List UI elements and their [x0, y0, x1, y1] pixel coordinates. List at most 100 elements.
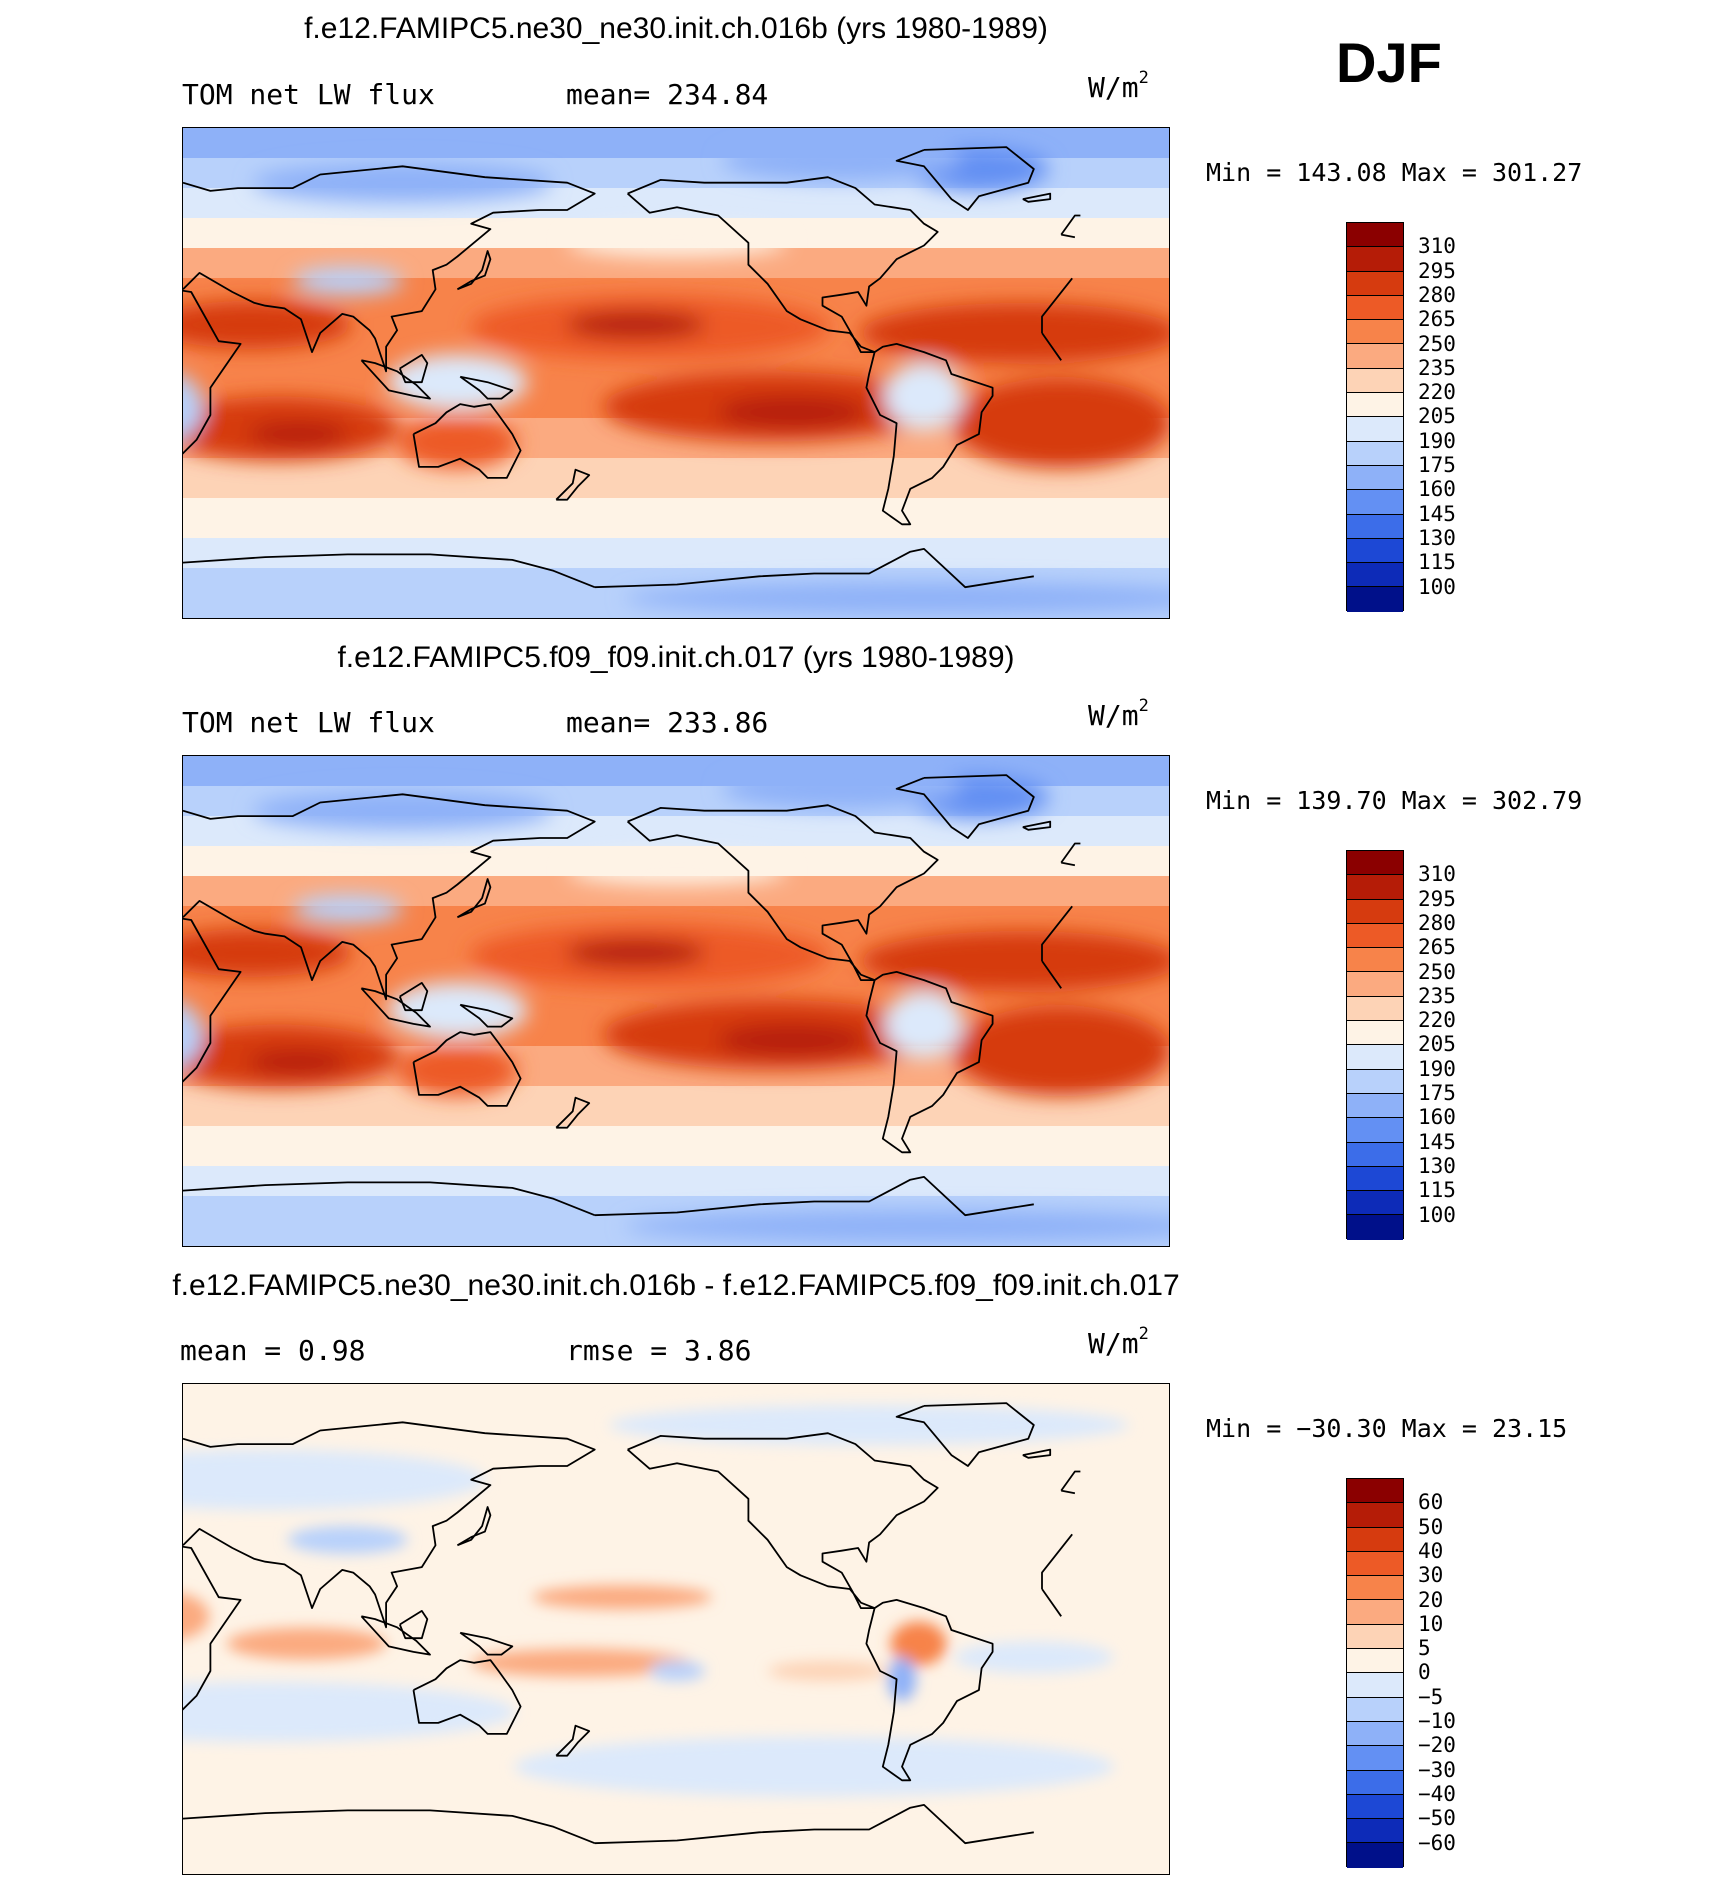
colorbar-swatch	[1347, 1697, 1403, 1722]
colorbar-swatch	[1347, 1600, 1403, 1625]
colorbar-tick-label: 160	[1418, 1105, 1456, 1130]
colorbar-tick-label: 5	[1418, 1636, 1431, 1661]
south-atlantic-warm	[951, 1006, 1169, 1097]
colorbar-tick-label: 250	[1418, 959, 1456, 984]
coastline	[627, 176, 939, 353]
coastline	[459, 1631, 514, 1656]
australia-warm	[397, 1044, 518, 1097]
arctic-cold	[721, 140, 962, 181]
colorbar-tick-label: 145	[1418, 501, 1456, 526]
coastline	[459, 1003, 514, 1028]
colorbar-tick-label: 250	[1418, 331, 1456, 356]
colorbar-tick-label: 100	[1418, 574, 1456, 599]
se-pacific-core	[717, 396, 868, 429]
field-band	[183, 498, 1169, 538]
nepac-cool	[567, 856, 787, 885]
colorbar-tick-label: 175	[1418, 1081, 1456, 1105]
cool-tibet	[287, 1525, 408, 1554]
colorbar-2	[1346, 850, 1404, 1240]
panel-diff-units: W/m2	[1088, 1324, 1149, 1360]
coastline	[398, 354, 429, 384]
colorbar-tick-label: 265	[1418, 935, 1456, 960]
warm-pacific	[532, 1585, 713, 1610]
colorbar-swatch	[1347, 1721, 1403, 1747]
cool-arctic	[609, 1405, 1130, 1445]
colorbar-swatch	[1347, 899, 1403, 924]
colorbar-swatch	[1347, 1794, 1403, 1820]
map-panel-diff-svg	[183, 1384, 1169, 1874]
colorbar-tick-label: −20	[1418, 1733, 1456, 1758]
map-panel-2-svg	[183, 756, 1169, 1246]
coastline	[1022, 192, 1052, 203]
colorbar-swatch	[1347, 1819, 1403, 1844]
coastline	[398, 1610, 429, 1640]
arabian-warm	[183, 300, 352, 349]
coastline	[183, 793, 596, 1001]
colorbar-tick-label: 190	[1418, 428, 1456, 453]
siberia-cold	[252, 790, 553, 831]
colorbar-tick-label: 130	[1418, 1153, 1456, 1178]
colorbar-swatch	[1347, 465, 1403, 491]
coastline	[412, 1659, 522, 1735]
panel-diff-rmse-label: rmse = 3.86	[566, 1334, 752, 1367]
colorbar-tick-label: 310	[1418, 234, 1456, 259]
panel-diff-units-exp: 2	[1138, 1324, 1149, 1344]
coastline	[183, 165, 596, 373]
se-pacific-core	[717, 1024, 868, 1057]
panel-2-minmax: Min = 139.70 Max = 302.79	[1206, 786, 1583, 815]
colorbar-swatch	[1347, 295, 1403, 321]
colorbar-swatch	[1347, 1142, 1403, 1167]
field-band	[183, 1166, 1169, 1196]
panel-2-variable-label: TOM net LW flux	[182, 706, 435, 739]
coastline	[412, 403, 522, 479]
colorbar-tick-label: 145	[1418, 1129, 1456, 1154]
panel-1-variable-label: TOM net LW flux	[182, 78, 435, 111]
colorbar-swatch	[1347, 1770, 1403, 1795]
coastline	[183, 1421, 596, 1629]
coastline	[1022, 1448, 1052, 1459]
panel-2-mean-label: mean= 233.86	[566, 706, 769, 739]
colorbar-swatch	[1347, 271, 1403, 296]
colorbar-swatch	[1347, 1093, 1403, 1119]
colorbar-tick-label: 190	[1418, 1056, 1456, 1081]
colorbar-tick-label: 130	[1418, 525, 1456, 550]
africa-cold	[183, 1003, 204, 1066]
map-panel-1-features	[183, 140, 1169, 615]
colorbar-swatch	[1347, 393, 1403, 418]
coastline	[183, 1804, 1034, 1845]
nepac-cool	[567, 228, 787, 257]
coastline	[459, 375, 514, 400]
tibet-cold	[292, 267, 403, 296]
coastline	[398, 982, 429, 1012]
colorbar-tick-label: 220	[1418, 1008, 1456, 1033]
colorbar-swatch	[1347, 1479, 1403, 1504]
coastline	[1060, 1470, 1081, 1495]
field-band	[183, 458, 1169, 498]
arabian-warm	[183, 928, 352, 977]
tibet-cold	[292, 895, 403, 924]
coastline	[183, 905, 1073, 1083]
colorbar-swatch	[1347, 1166, 1403, 1192]
amazon-cold	[884, 361, 964, 430]
colorbar-tick-label: 235	[1418, 355, 1456, 380]
colorbar-swatch	[1347, 1021, 1403, 1046]
warm-core	[565, 938, 706, 967]
colorbar-swatch	[1347, 1551, 1403, 1577]
coastline	[865, 1599, 994, 1782]
field-band	[183, 538, 1169, 568]
map-panel-2-features	[183, 768, 1169, 1243]
colorbar-tick-label: −10	[1418, 1709, 1456, 1733]
colorbar-swatch	[1347, 1746, 1403, 1771]
warm-sepac	[767, 1661, 888, 1681]
colorbar-tick-label: 280	[1418, 282, 1456, 307]
indian-core	[248, 422, 349, 447]
colorbar-swatch	[1347, 417, 1403, 442]
cool-south	[514, 1736, 1115, 1797]
atlantic-warm	[860, 931, 1169, 991]
coastline	[412, 1031, 522, 1107]
coastline	[865, 343, 994, 526]
colorbar-swatch	[1347, 1843, 1403, 1868]
warm-spcz	[470, 1648, 691, 1677]
colorbar-tick-label: −60	[1418, 1830, 1456, 1855]
coastline	[895, 774, 1035, 839]
